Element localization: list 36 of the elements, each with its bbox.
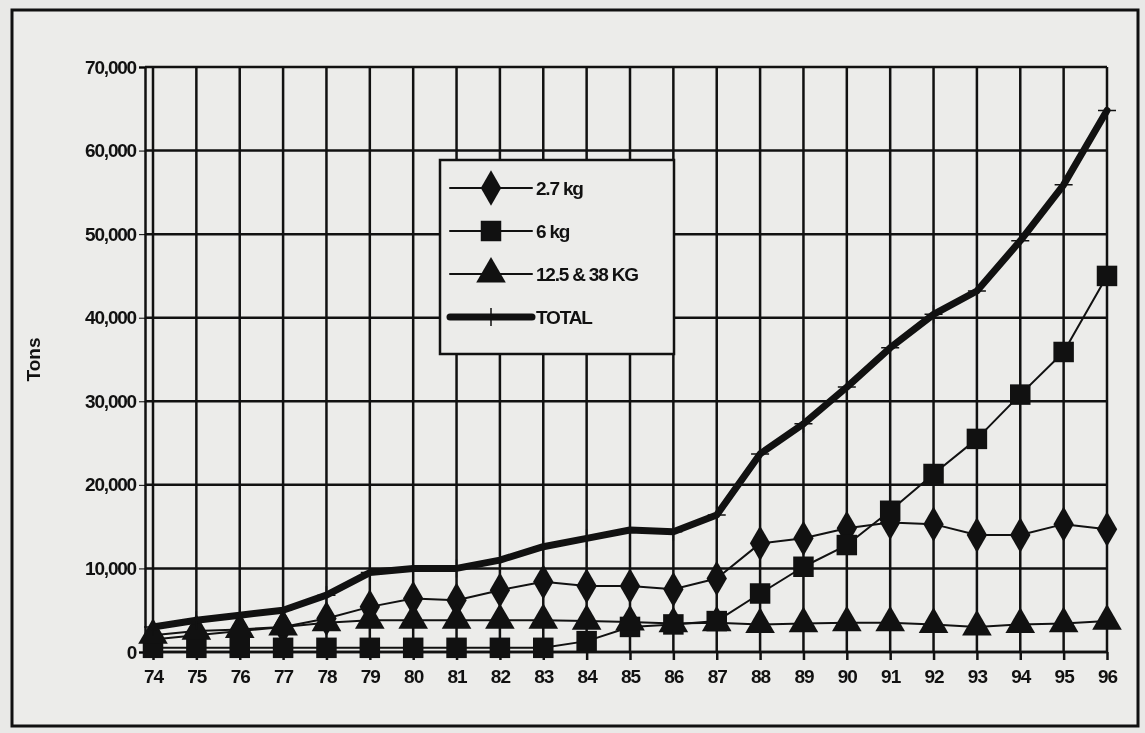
legend-label: 2.7 kg	[536, 178, 584, 199]
y-tick-label: 0	[126, 641, 137, 663]
x-tick-label: 88	[751, 666, 771, 688]
x-tick-label: 75	[187, 666, 208, 688]
y-tick-label: 50,000	[85, 223, 137, 245]
x-tick-label: 83	[534, 666, 554, 688]
y-tick-label: 40,000	[85, 307, 137, 329]
y-axis-title: Tons	[23, 337, 44, 382]
x-tick-label: 87	[707, 666, 728, 688]
x-tick-label: 93	[967, 666, 988, 688]
x-tick-label: 90	[837, 666, 858, 688]
y-tick-label: 70,000	[85, 56, 137, 78]
x-tick-label: 80	[404, 666, 424, 688]
x-tick-label: 91	[881, 666, 902, 688]
y-tick-label: 30,000	[85, 390, 137, 412]
x-tick-label: 77	[274, 666, 294, 688]
x-tick-label: 74	[143, 666, 165, 688]
x-tick-label: 96	[1097, 666, 1118, 688]
x-tick-label: 89	[794, 666, 814, 688]
x-tick-label: 82	[490, 666, 511, 688]
legend-label: 6 kg	[536, 221, 570, 242]
y-tick-label: 20,000	[85, 474, 137, 496]
x-tick-label: 85	[620, 666, 642, 688]
x-tick-label: 92	[924, 666, 945, 688]
y-tick-label: 60,000	[85, 140, 137, 162]
x-tick-label: 86	[664, 666, 684, 688]
y-tick-label: 10,000	[85, 558, 137, 580]
x-tick-label: 94	[1011, 666, 1032, 688]
x-tick-label: 76	[230, 666, 251, 688]
x-tick-label: 79	[360, 666, 381, 688]
x-tick-label: 78	[317, 666, 337, 688]
legend-label: TOTAL	[536, 307, 594, 328]
x-tick-label: 81	[447, 666, 469, 688]
legend-label: 12.5 & 38 KG	[536, 264, 639, 285]
x-tick-label: 84	[577, 666, 599, 688]
x-tick-label: 95	[1054, 666, 1076, 688]
